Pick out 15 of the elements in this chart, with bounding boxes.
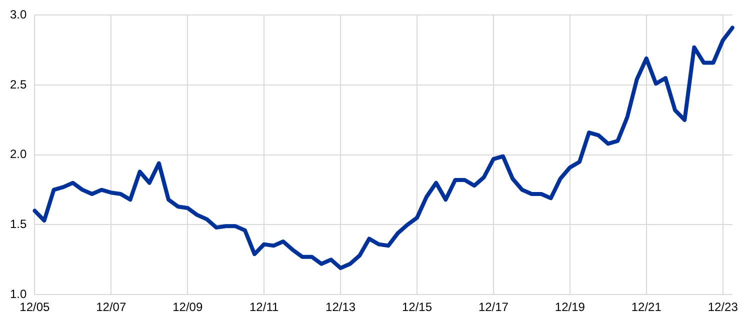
x-tick-label: 12/17: [478, 300, 509, 314]
y-tick-label: 2.5: [10, 77, 27, 92]
x-tick-label: 12/21: [631, 300, 662, 314]
y-tick-label: 2.0: [10, 147, 27, 162]
x-tick-label: 12/09: [172, 300, 203, 314]
x-tick-label: 12/05: [20, 300, 50, 314]
y-tick-label: 1.5: [10, 217, 27, 232]
y-tick-label: 1.0: [10, 286, 27, 301]
x-tick-label: 12/07: [96, 300, 126, 314]
x-tick-label: 12/13: [326, 300, 356, 314]
y-tick-label: 3.0: [10, 8, 27, 22]
x-tick-label: 12/23: [708, 300, 738, 314]
x-tick-label: 12/11: [250, 300, 279, 314]
x-tick-label: 12/19: [554, 300, 586, 314]
x-tick-label: 12/15: [402, 300, 432, 314]
